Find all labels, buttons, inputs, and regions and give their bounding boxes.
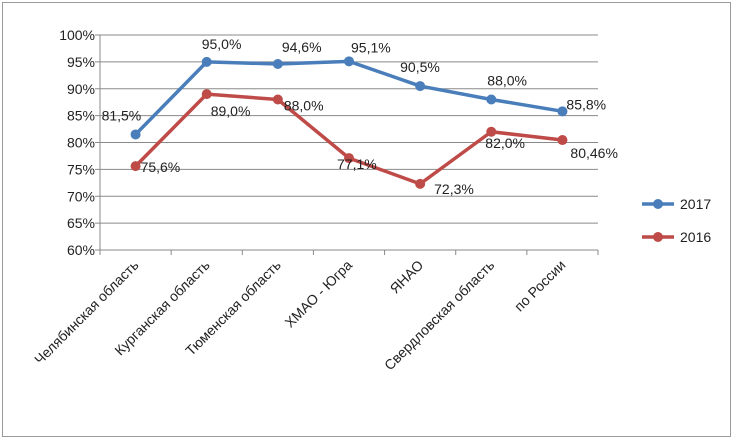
data-point-2016 xyxy=(557,135,568,146)
y-tick-label: 100% xyxy=(59,27,95,43)
data-label-2016: 89,0% xyxy=(211,103,251,119)
data-point-2016 xyxy=(130,161,141,172)
data-point-2016 xyxy=(415,178,426,189)
y-tick-label: 65% xyxy=(67,215,95,231)
data-label-2016: 77,1% xyxy=(337,156,377,172)
y-tick-label: 90% xyxy=(67,81,95,97)
data-label-2016: 80,46% xyxy=(570,145,617,161)
x-category-label: ХМАО - Югра xyxy=(281,257,355,331)
data-point-2017 xyxy=(201,56,212,67)
data-point-2017 xyxy=(344,56,354,67)
y-tick-label: 70% xyxy=(67,188,95,204)
data-label-2017: 94,6% xyxy=(282,39,322,55)
legend-marker-2017 xyxy=(653,199,663,209)
data-point-2017 xyxy=(557,106,568,117)
x-category-label: по России xyxy=(511,257,569,315)
y-tick-label: 60% xyxy=(67,242,95,258)
data-label-2017: 88,0% xyxy=(487,73,527,89)
data-label-2017: 81,5% xyxy=(102,107,142,123)
data-point-2016 xyxy=(486,126,497,137)
data-label-2017: 90,5% xyxy=(400,59,440,75)
y-tick-label: 75% xyxy=(67,161,95,177)
legend-marker-2016 xyxy=(653,232,663,242)
data-point-2017 xyxy=(415,81,426,92)
data-point-2017 xyxy=(272,59,283,70)
y-tick-label: 85% xyxy=(67,108,95,124)
data-point-2016 xyxy=(201,89,212,100)
data-label-2016: 82,0% xyxy=(485,135,525,151)
legend-label-2016: 2016 xyxy=(680,229,711,245)
data-label-2016: 72,3% xyxy=(434,181,474,197)
data-label-2016: 75,6% xyxy=(141,159,181,175)
data-point-2016 xyxy=(272,94,283,105)
data-label-2017: 95,1% xyxy=(351,39,391,55)
chart-frame xyxy=(2,2,731,437)
data-label-2017: 85,8% xyxy=(566,96,606,112)
data-point-2016 xyxy=(344,153,354,164)
x-category-label: ЯНАО xyxy=(387,257,427,297)
data-label-2016: 88,0% xyxy=(284,98,324,114)
data-point-2017 xyxy=(130,129,141,140)
y-tick-label: 80% xyxy=(67,135,95,151)
data-point-2017 xyxy=(486,94,497,105)
y-tick-label: 95% xyxy=(67,54,95,70)
data-label-2017: 95,0% xyxy=(202,36,242,52)
legend-label-2017: 2017 xyxy=(680,196,711,212)
